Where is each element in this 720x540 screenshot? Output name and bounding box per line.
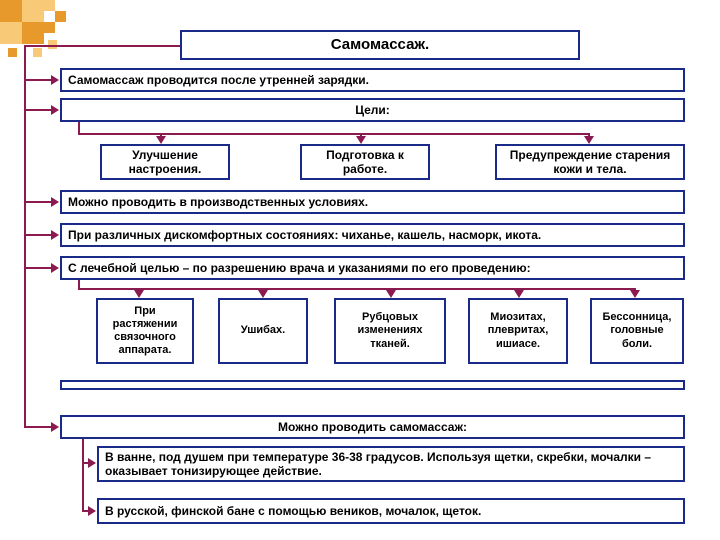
deco-square [22,22,44,44]
deco-square [44,22,55,33]
connector-segment [82,439,84,512]
row-box: При различных дискомфортных состояниях: … [60,223,685,247]
deco-square [22,0,44,22]
arrow-down-icon [258,290,268,298]
treat-box: Бессонница, головные боли. [590,298,684,364]
row-text: Цели: [355,103,390,117]
treat-text: Рубцовых изменениях тканей. [342,311,438,351]
deco-square [33,48,42,57]
arrow-down-icon [514,290,524,298]
goal-text: Предупреждение старения кожи и тела. [503,148,677,177]
connector-segment [24,426,51,428]
goal-box: Предупреждение старения кожи и тела. [495,144,685,180]
row-box-treat-header: С лечебной целью – по разрешению врача и… [60,256,685,280]
title-text: Самомассаж. [331,36,429,54]
arrow-right-icon [51,75,59,85]
row-text: Можно проводить в производственных услов… [68,195,368,209]
connector-segment [24,201,51,203]
deco-square [8,48,17,57]
separator-box [60,380,685,390]
arrow-right-icon [51,105,59,115]
connector-segment [24,234,51,236]
treat-box: При растяжении связочного аппарата. [96,298,194,364]
arrow-right-icon [88,506,96,516]
arrow-right-icon [51,197,59,207]
treat-text: Бессонница, головные боли. [598,311,676,351]
goal-box: Подготовка к работе. [300,144,430,180]
arrow-right-icon [51,263,59,273]
connector-segment [78,288,636,290]
place-text: В русской, финской бане с помощью венико… [105,504,481,518]
deco-square [44,0,55,11]
arrow-right-icon [51,422,59,432]
diagram-canvas: Самомассаж. Самомассаж проводится после … [0,0,720,540]
corner-decoration [0,0,100,60]
treat-box: Миозитах, плевритах, ишиасе. [468,298,568,364]
row-box-places-header: Можно проводить самомассаж: [60,415,685,439]
arrow-down-icon [630,290,640,298]
arrow-down-icon [134,290,144,298]
arrow-right-icon [51,230,59,240]
arrow-down-icon [386,290,396,298]
deco-square [55,11,66,22]
row-box-goals-header: Цели: [60,98,685,122]
treat-box: Рубцовых изменениях тканей. [334,298,446,364]
row-box: Можно проводить в производственных услов… [60,190,685,214]
treat-text: Ушибах. [241,324,285,337]
arrow-down-icon [584,136,594,144]
title-box: Самомассаж. [180,30,580,60]
connector-segment [24,79,51,81]
arrow-down-icon [356,136,366,144]
connector-segment [24,109,51,111]
connector-segment [24,267,51,269]
connector-trunk [24,47,26,428]
arrow-right-icon [88,458,96,468]
place-box: В ванне, под душем при температуре 36-38… [97,446,685,482]
connector-segment [78,133,590,135]
row-text: Самомассаж проводится после утренней зар… [68,73,369,87]
place-text: В ванне, под душем при температуре 36-38… [105,450,677,479]
arrow-down-icon [156,136,166,144]
treat-text: Миозитах, плевритах, ишиасе. [476,311,560,351]
goal-text: Улучшение настроения. [108,148,222,177]
treat-box: Ушибах. [218,298,308,364]
goal-box: Улучшение настроения. [100,144,230,180]
place-box: В русской, финской бане с помощью венико… [97,498,685,524]
treat-text: При растяжении связочного аппарата. [104,305,186,358]
connector-segment [24,45,180,47]
row-box: Самомассаж проводится после утренней зар… [60,68,685,92]
deco-square [0,22,22,44]
row-text: С лечебной целью – по разрешению врача и… [68,261,531,275]
goal-text: Подготовка к работе. [308,148,422,177]
row-text: Можно проводить самомассаж: [278,420,467,434]
deco-square [0,0,22,22]
row-text: При различных дискомфортных состояниях: … [68,228,541,242]
